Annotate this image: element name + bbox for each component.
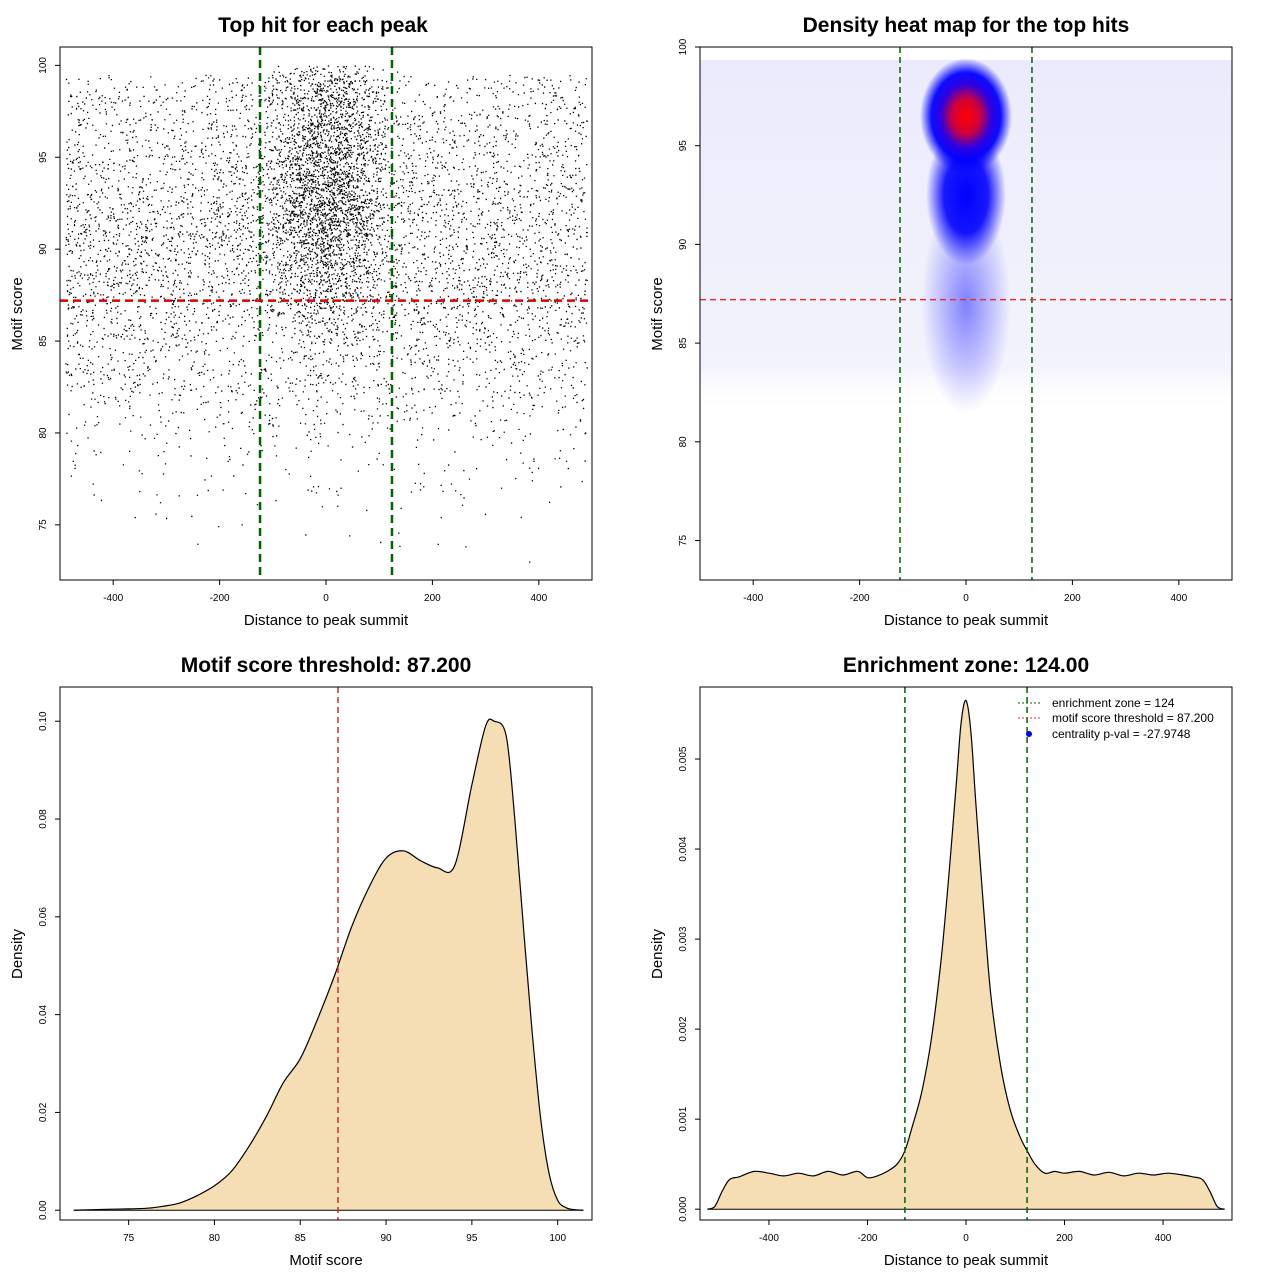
y-tick-label: 85 — [38, 335, 49, 347]
x-axis-label: Distance to peak summit — [244, 612, 409, 629]
legend-point-pval — [1026, 731, 1032, 737]
x-tick-label: 85 — [295, 1233, 307, 1244]
y-tick-label: 100 — [38, 57, 49, 74]
x-tick-label: 400 — [1155, 1233, 1172, 1244]
y-axis: 0.000 0.001 0.002 0.003 0.004 0.005 — [678, 746, 700, 1222]
plot-frame — [59, 686, 593, 1221]
x-tick-label: -200 — [857, 1233, 877, 1244]
reference-lines — [700, 47, 1232, 580]
legend-label-pval: centrality p-val = -27.9748 — [1052, 727, 1191, 741]
y-tick-label: 0.004 — [678, 836, 689, 861]
x-tick-label: -400 — [759, 1233, 779, 1244]
y-axis: 75 80 85 90 95 100 — [678, 38, 700, 546]
x-tick-label: 0 — [963, 593, 969, 604]
legend-label-enrichment: enrichment zone = 124 — [1052, 696, 1175, 710]
heatmap-panel: Density heat map for the top hits -400 -2… — [649, 14, 1233, 629]
y-tick-label: 75 — [38, 519, 49, 531]
y-tick-label: 95 — [38, 151, 49, 163]
scatter-panel: Top hit for each peak -400 -200 0 200 400 75… — [9, 14, 593, 629]
y-tick-label: 0.08 — [38, 809, 49, 829]
y-tick-label: 90 — [678, 238, 689, 250]
y-tick-label: 90 — [38, 243, 49, 255]
reference-lines — [60, 47, 592, 580]
y-tick-label: 100 — [678, 38, 689, 55]
x-tick-label: -400 — [103, 593, 123, 604]
chart-title: Density heat map for the top hits — [803, 14, 1130, 37]
y-tick-label: 85 — [678, 337, 689, 349]
plot-frame — [59, 46, 593, 581]
x-tick-label: 400 — [530, 593, 547, 604]
x-tick-label: -200 — [850, 593, 870, 604]
x-tick-label: 200 — [1064, 593, 1081, 604]
scatter-point — [65, 65, 588, 563]
y-axis: 0.00 0.02 0.04 0.06 0.08 0.10 — [38, 711, 60, 1220]
y-axis-label: Motif score — [9, 277, 26, 350]
x-axis: -400 -200 0 200 400 — [103, 580, 548, 604]
y-tick-label: 0.002 — [678, 1016, 689, 1041]
legend: enrichment zone = 124 motif score thresh… — [1018, 696, 1214, 741]
y-axis-label: Density — [9, 928, 26, 979]
y-axis-label: Density — [649, 928, 666, 979]
scatter-points — [65, 65, 588, 563]
y-tick-label: 0.00 — [38, 1200, 49, 1220]
density-fill — [707, 700, 1225, 1210]
chart-title: Enrichment zone: 124.00 — [843, 654, 1089, 677]
x-tick-label: 80 — [209, 1233, 221, 1244]
y-tick-label: 80 — [678, 436, 689, 448]
x-tick-label: 200 — [1056, 1233, 1073, 1244]
x-tick-label: 95 — [466, 1233, 478, 1244]
legend-label-threshold: motif score threshold = 87.200 — [1052, 711, 1214, 725]
density-heatmap — [700, 47, 1232, 580]
y-tick-label: 0.003 — [678, 926, 689, 951]
y-axis-label: Motif score — [649, 277, 666, 350]
density-fill — [73, 719, 584, 1211]
y-tick-label: 0.000 — [678, 1196, 689, 1221]
y-axis: 75 80 85 90 95 100 — [38, 57, 60, 531]
y-tick-label: 0.10 — [38, 711, 49, 731]
density-area — [73, 718, 584, 1211]
x-axis-label: Distance to peak summit — [884, 612, 1049, 629]
x-tick-label: 400 — [1170, 593, 1187, 604]
reference-lines — [904, 687, 1028, 1220]
x-axis: -400 -200 0 200 400 — [759, 1220, 1172, 1244]
density-curve — [707, 699, 1225, 1210]
x-tick-label: 200 — [424, 593, 441, 604]
chart-title: Motif score threshold: 87.200 — [181, 654, 472, 677]
x-axis: -400 -200 0 200 400 — [743, 580, 1188, 604]
y-tick-label: 0.04 — [38, 1004, 49, 1024]
distance-density-panel: Enrichment zone: 124.00 -400 -200 0 200 400 … — [649, 654, 1233, 1269]
x-tick-label: 90 — [381, 1233, 393, 1244]
x-tick-label: -200 — [210, 593, 230, 604]
y-tick-label: 0.005 — [678, 746, 689, 771]
density-curve — [73, 718, 584, 1211]
chart-title: Top hit for each peak — [218, 14, 428, 37]
y-tick-label: 80 — [38, 427, 49, 439]
score-density-panel: Motif score threshold: 87.200 75 80 85 90 95… — [9, 654, 593, 1269]
density-area — [707, 699, 1225, 1210]
heatmap-density-blobs — [920, 58, 1012, 414]
x-tick-label: 100 — [549, 1233, 566, 1244]
x-axis: 75 80 85 90 95 100 — [123, 1220, 566, 1244]
x-tick-label: -400 — [743, 593, 763, 604]
x-axis-label: Motif score — [289, 1252, 362, 1269]
y-tick-label: 75 — [678, 535, 689, 547]
y-tick-label: 0.001 — [678, 1106, 689, 1131]
x-tick-label: 0 — [963, 1233, 969, 1244]
y-tick-label: 0.02 — [38, 1102, 49, 1122]
x-tick-label: 75 — [123, 1233, 135, 1244]
y-tick-label: 95 — [678, 140, 689, 152]
y-tick-label: 0.06 — [38, 907, 49, 927]
x-axis-label: Distance to peak summit — [884, 1252, 1049, 1269]
heatmap-peak — [920, 58, 1012, 175]
x-tick-label: 0 — [323, 593, 329, 604]
